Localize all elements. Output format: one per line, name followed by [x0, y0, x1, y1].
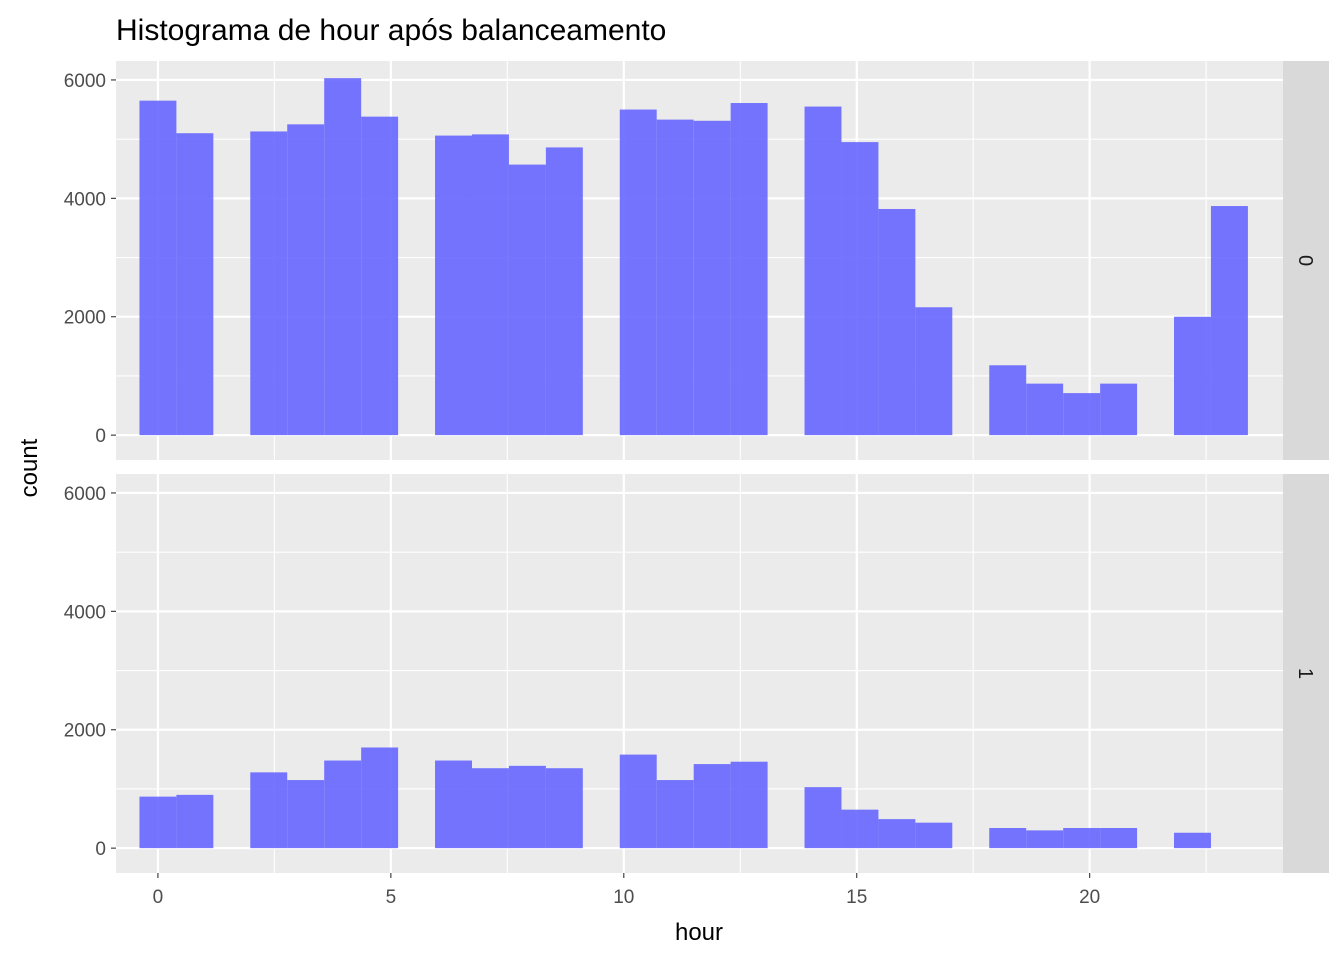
histogram-bar [508, 765, 546, 849]
y-axis-title: count [16, 438, 43, 497]
histogram-bar [1063, 828, 1101, 849]
histogram-bar [878, 819, 916, 849]
histogram-bar [804, 106, 842, 436]
histogram-bar [1026, 830, 1064, 849]
chart-title: Histograma de hour após balanceamento [116, 14, 666, 47]
histogram-bar [287, 780, 325, 849]
histogram-bar [730, 761, 768, 849]
histogram-bar [139, 100, 177, 436]
histogram-bar [915, 822, 953, 849]
histogram-bar [1100, 383, 1138, 436]
histogram-bar [656, 119, 694, 436]
histogram-bar [361, 747, 399, 849]
facet-strip-label: 1 [1294, 668, 1316, 679]
histogram-bar [471, 768, 509, 849]
histogram-bar [989, 365, 1027, 436]
histogram-bar [619, 109, 657, 436]
histogram-bar [176, 133, 214, 436]
histogram-bar [1174, 832, 1211, 849]
histogram-bar [989, 828, 1027, 849]
histogram-bar [1174, 316, 1211, 436]
y-tick-label: 2000 [64, 721, 106, 742]
x-tick-label: 20 [1079, 887, 1100, 908]
histogram-bar [250, 131, 288, 436]
histogram-bar [693, 120, 731, 436]
histogram-bar [841, 142, 879, 436]
facet-strip [1283, 474, 1329, 873]
histogram-bar [1100, 828, 1138, 849]
y-tick-label: 6000 [64, 484, 106, 505]
facet-panel-0: 0 2000 4000 6000 0 [64, 61, 1329, 460]
histogram-bar [435, 760, 472, 849]
y-tick-label: 0 [95, 839, 106, 860]
facet-panel-1: 0 2000 4000 6000 1 [64, 474, 1329, 873]
facet-strip-label: 0 [1294, 255, 1316, 266]
y-tick-label: 4000 [64, 602, 106, 623]
histogram-bar [545, 147, 583, 436]
x-tick-label: 10 [613, 887, 634, 908]
histogram-bar [656, 780, 694, 849]
histogram-bar [324, 760, 362, 849]
histogram-bar [619, 754, 657, 849]
histogram-bar [508, 164, 546, 436]
y-tick-label: 4000 [64, 189, 106, 210]
x-tick-label: 0 [153, 887, 164, 908]
y-tick-label: 6000 [64, 71, 106, 92]
y-tick-label: 2000 [64, 308, 106, 329]
histogram-bar [1026, 383, 1064, 436]
x-axis-title: hour [675, 919, 723, 946]
facet-strip [1283, 61, 1329, 460]
histogram-bar [915, 307, 953, 436]
histogram-bar [361, 116, 399, 436]
x-tick-label: 5 [386, 887, 397, 908]
histogram-bar [1063, 393, 1101, 436]
histogram-bar [1210, 206, 1248, 436]
histogram-bar [287, 124, 325, 436]
histogram-bar [435, 135, 472, 436]
histogram-bar [471, 134, 509, 436]
histogram-bar [324, 78, 362, 436]
histogram-bar [878, 208, 916, 436]
histogram-bar [841, 809, 879, 849]
histogram-bar [804, 787, 842, 849]
y-tick-label: 0 [95, 426, 106, 447]
histogram-bar [693, 764, 731, 849]
histogram-bar [545, 768, 583, 849]
histogram-bar [176, 794, 214, 849]
x-tick-label: 15 [846, 887, 867, 908]
histogram-bar [730, 103, 768, 436]
histogram-bar [250, 772, 288, 849]
histogram-bar [139, 796, 177, 849]
